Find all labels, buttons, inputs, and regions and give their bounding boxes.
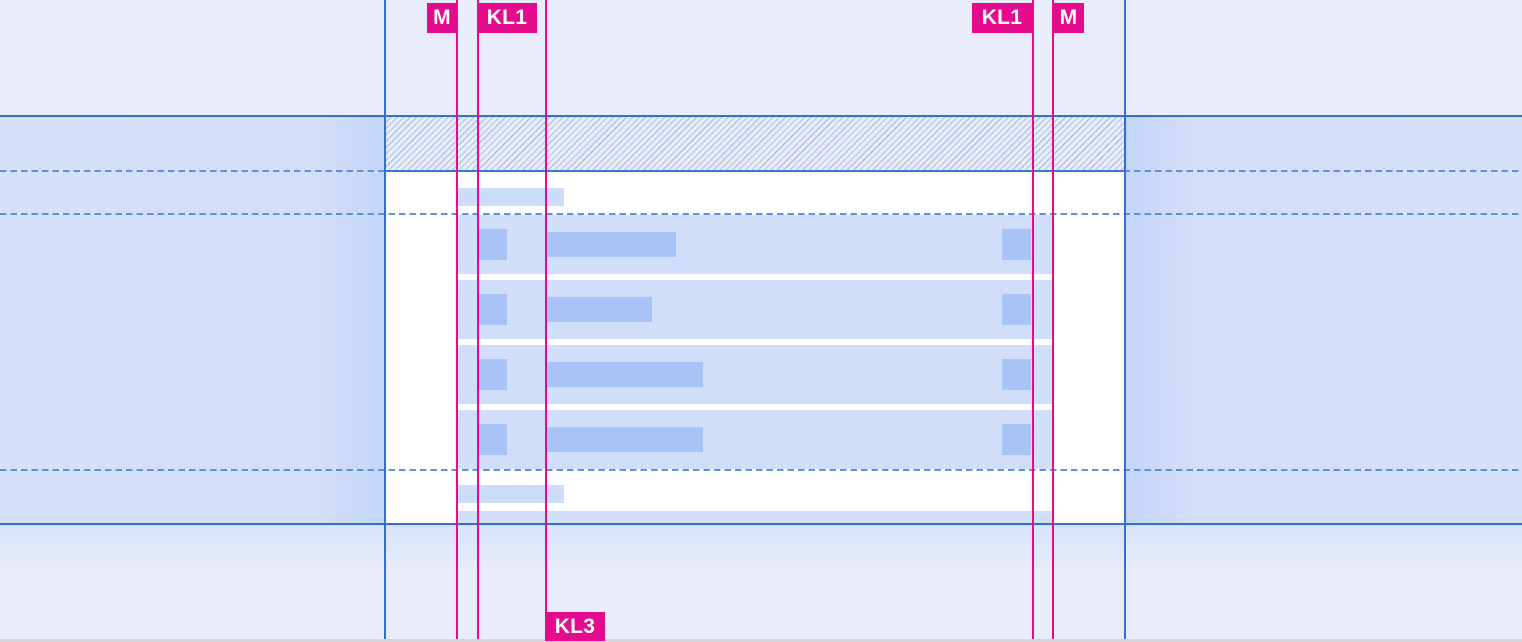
leading-icon-placeholder <box>478 359 507 390</box>
vertical-guide-left <box>384 0 387 642</box>
bottom-glow <box>0 525 1522 575</box>
row-text-placeholder <box>547 362 703 387</box>
measure-line-m-right <box>1052 0 1055 642</box>
dashed-guide-content-bottom <box>0 468 1522 471</box>
leading-icon-placeholder <box>478 229 507 260</box>
list-row-skeleton <box>456 345 1053 404</box>
trailing-icon-placeholder <box>1002 294 1031 325</box>
horizontal-guide-top <box>0 114 1522 117</box>
measure-line-kl3 <box>545 0 548 642</box>
clipped-row-placeholder <box>456 511 1053 523</box>
section-title-placeholder-bottom <box>457 485 564 503</box>
label-m-left: M <box>427 3 457 33</box>
row-text-placeholder <box>547 427 703 452</box>
measure-line-kl1-left <box>477 0 480 642</box>
trailing-icon-placeholder <box>1002 359 1031 390</box>
vertical-guide-right <box>1124 0 1127 642</box>
label-m-right: M <box>1053 3 1084 33</box>
section-title-placeholder-top <box>457 188 564 206</box>
label-kl1-right: KL1 <box>972 3 1032 33</box>
trailing-icon-placeholder <box>1002 229 1031 260</box>
leading-icon-placeholder <box>478 294 507 325</box>
label-kl1-left: KL1 <box>477 3 537 33</box>
right-margin-band <box>1126 116 1522 523</box>
list-row-skeleton <box>456 215 1053 274</box>
label-kl3: KL3 <box>545 611 605 641</box>
trailing-icon-placeholder <box>1002 424 1031 455</box>
left-margin-band <box>0 116 385 523</box>
measure-line-kl1-right <box>1031 0 1034 642</box>
row-text-placeholder <box>547 297 652 322</box>
list-row-skeleton <box>456 280 1053 339</box>
leading-icon-placeholder <box>478 424 507 455</box>
measure-line-m-left <box>456 0 459 642</box>
dashed-guide-content-top <box>0 213 1522 215</box>
hatched-header-band <box>385 116 1124 172</box>
row-text-placeholder <box>547 232 676 257</box>
window-bottom-edge <box>0 639 1522 642</box>
horizontal-guide-bottom <box>0 522 1522 526</box>
list-row-skeleton <box>456 410 1053 469</box>
